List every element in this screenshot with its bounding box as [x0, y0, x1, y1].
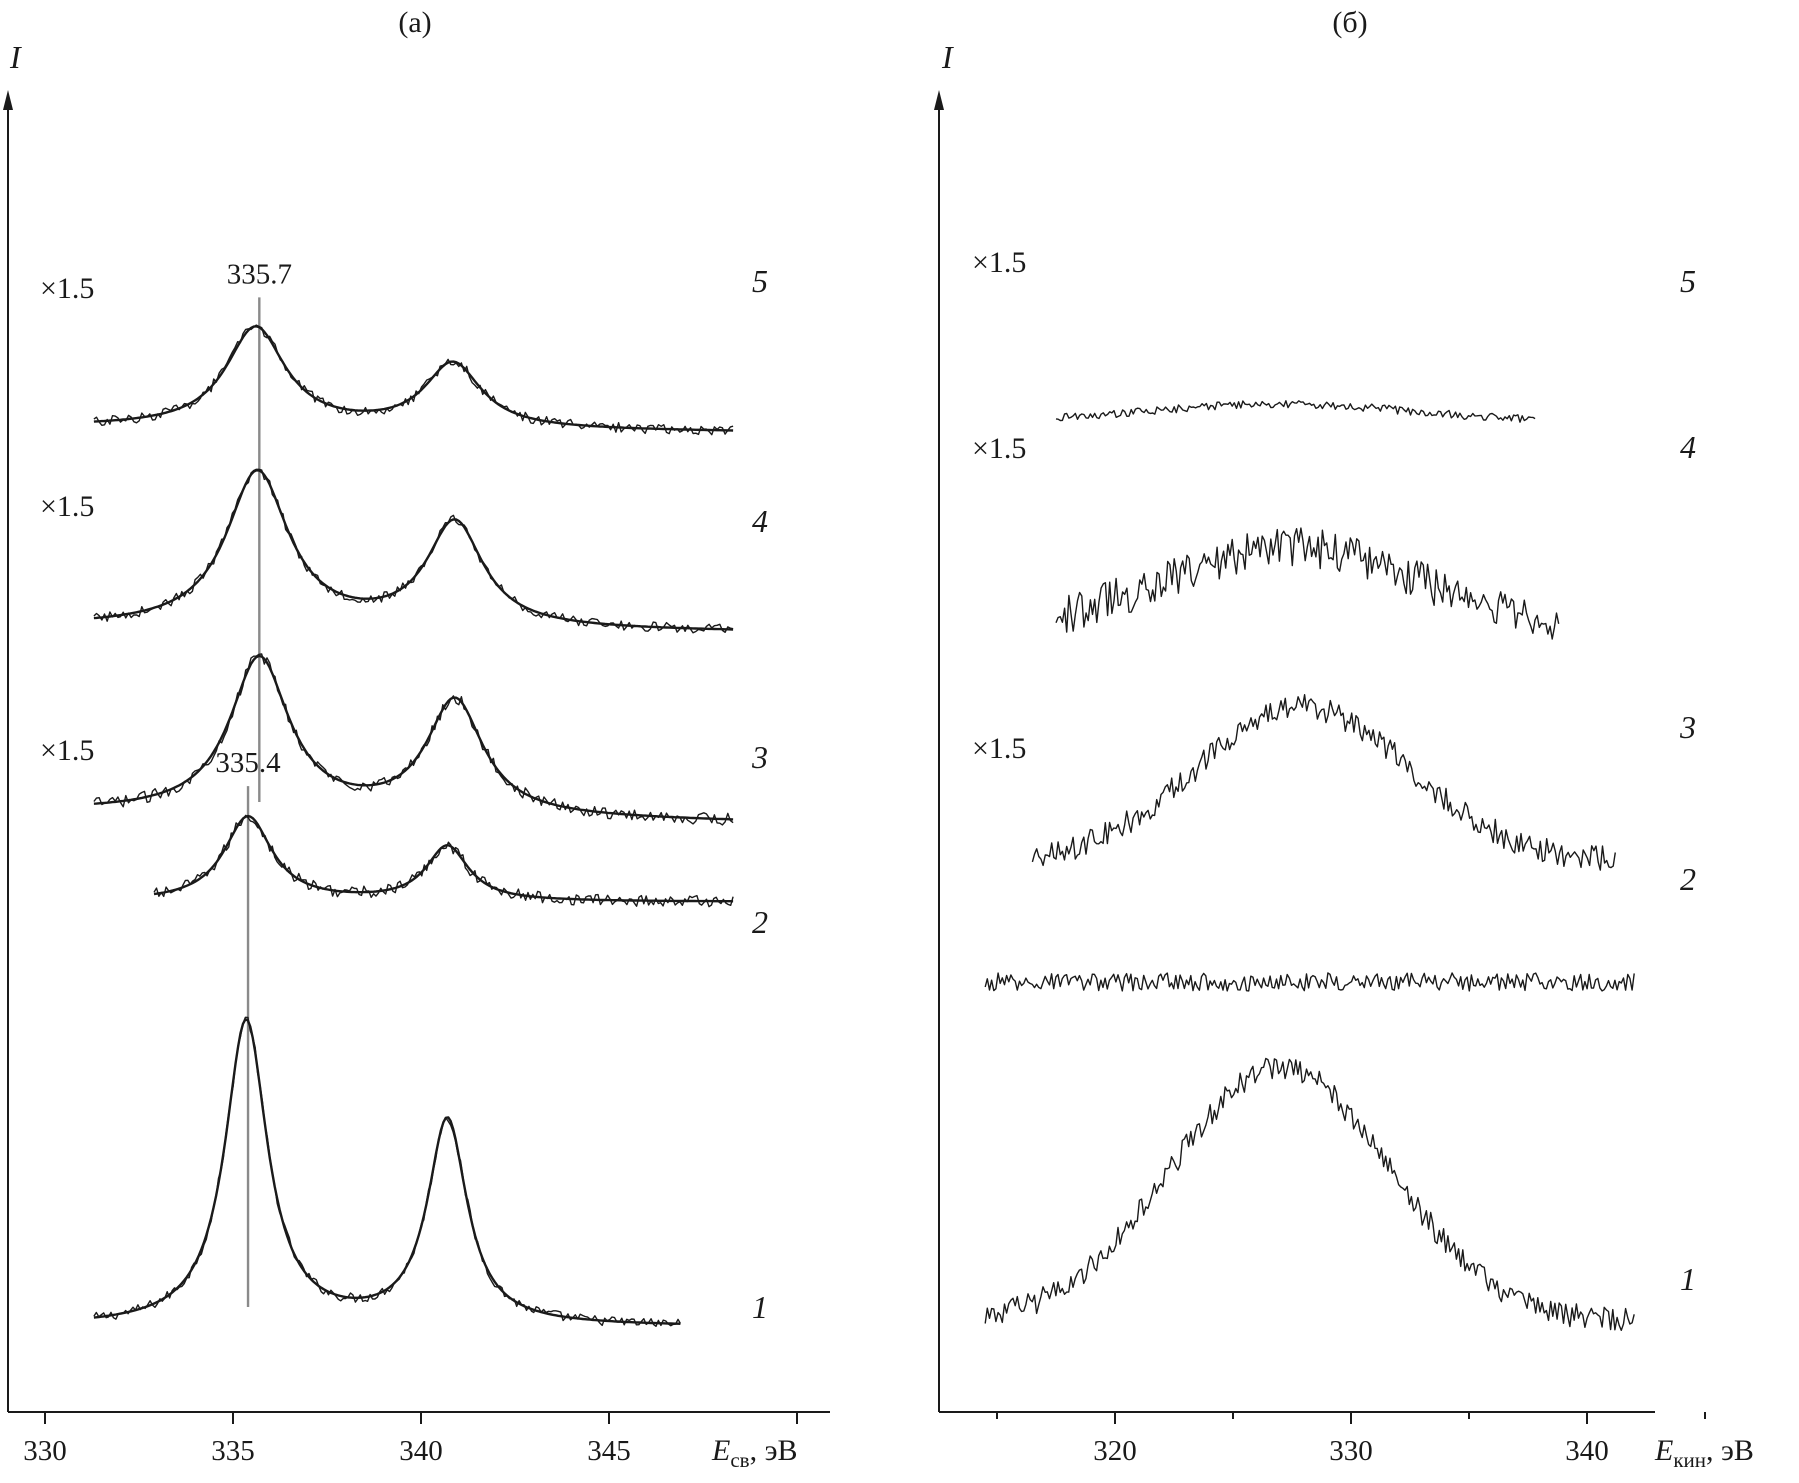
panel-a-series-3-fit: [93, 654, 734, 821]
panel-b-y-axis-label: I: [941, 39, 954, 75]
panel-a-reference-lines: 335.7 335.4: [215, 258, 292, 1307]
panel-a-multiplier: ×1.5: [40, 734, 94, 767]
panel-a-series-label: 1: [752, 1289, 768, 1325]
panel-b: (б) I 320 330 340 Eкин, эВ 1 2 3 ×1.5 4 ×1.5 5 ×1…: [934, 6, 1754, 1472]
panel-a-x-tick-label: 345: [587, 1435, 631, 1467]
panel-a-series-label: 3: [751, 739, 768, 775]
panel-a-x-tick-label: 330: [23, 1435, 67, 1467]
panel-b-x-tick-label: 320: [1093, 1435, 1137, 1467]
panel-b-series-1-data: [984, 1057, 1635, 1331]
panel-a-series-4-fit: [93, 469, 734, 631]
panel-a-series-1-fit: [93, 1018, 681, 1325]
panel-a-title: (а): [398, 6, 431, 39]
panel-a-tick-labels: 330 335 340 345: [23, 1435, 631, 1467]
panel-b-series-4-data: [1055, 527, 1560, 640]
panel-a-reference-label: 335.4: [215, 747, 281, 779]
panel-a-series-label: 5: [752, 263, 768, 299]
panel-b-x-axis-label-sub: кин: [1673, 1448, 1706, 1472]
panel-b-x-axis-label-unit: , эВ: [1706, 1434, 1754, 1467]
panel-b-x-axis-label: Eкин, эВ: [1654, 1434, 1754, 1472]
panel-b-x-tick-label: 330: [1329, 1435, 1373, 1467]
panel-a-series-4-data: [93, 468, 734, 634]
panel-a-series-5-fit: [93, 325, 734, 432]
panel-b-title: (б): [1332, 6, 1367, 39]
panel-b-x-tick-label: 340: [1565, 1435, 1609, 1467]
panel-b-series-label: 3: [1679, 709, 1696, 745]
panel-b-multiplier: ×1.5: [972, 246, 1026, 279]
panel-b-y-arrow-icon: [934, 90, 944, 110]
panel-b-ticks: [996, 1412, 1706, 1424]
panel-a-curves: [93, 324, 734, 1327]
panel-a-x-axis-label-main: E: [711, 1434, 730, 1467]
panel-a-series-2-fit: [153, 814, 734, 903]
panel-a-x-axis-label-unit: , эВ: [750, 1434, 798, 1467]
panel-b-curves: [984, 400, 1635, 1331]
panel-a-x-axis-label-sub: св: [730, 1448, 749, 1472]
panel-a-multiplier: ×1.5: [40, 490, 94, 523]
panel-a-series-3-data: [93, 653, 734, 826]
panel-a-series-1-data: [93, 1016, 682, 1327]
panel-a-series-label: 2: [752, 904, 768, 940]
panel-b-series-label: 4: [1680, 429, 1696, 465]
panel-b-series-5-data: [1055, 400, 1536, 423]
panel-a-y-axis-label: I: [9, 39, 22, 75]
panel-b-series-2-data: [984, 972, 1635, 992]
panel-a-x-tick-label: 340: [399, 1435, 443, 1467]
panel-b-series-3-data: [1031, 694, 1616, 871]
panel-a-reference-label: 335.7: [227, 258, 292, 290]
panel-b-curve-labels: 1 2 3 ×1.5 4 ×1.5 5 ×1.5: [972, 246, 1696, 1297]
panel-a-series-label: 4: [752, 503, 768, 539]
panel-b-x-axis-label-main: E: [1654, 1434, 1673, 1467]
panel-b-series-label: 5: [1680, 263, 1696, 299]
panel-a-multiplier: ×1.5: [40, 272, 94, 305]
panel-b-series-label: 2: [1680, 861, 1696, 897]
panel-b-tick-labels: 320 330 340: [1093, 1435, 1609, 1467]
panel-a-ticks: [44, 1412, 798, 1424]
panel-a-x-tick-label: 335: [211, 1435, 255, 1467]
panel-b-multiplier: ×1.5: [972, 732, 1026, 765]
panel-a-x-axis-label: Eсв, эВ: [711, 1434, 797, 1472]
panel-a-curve-labels: 1 2 3 ×1.5 4 ×1.5 5 ×1.5: [40, 263, 768, 1325]
panel-b-multiplier: ×1.5: [972, 432, 1026, 465]
panel-b-series-label: 1: [1680, 1261, 1696, 1297]
panel-a-y-arrow-icon: [3, 90, 13, 110]
panel-a-series-5-data: [93, 324, 734, 436]
panel-a-series-2-data: [153, 814, 734, 908]
